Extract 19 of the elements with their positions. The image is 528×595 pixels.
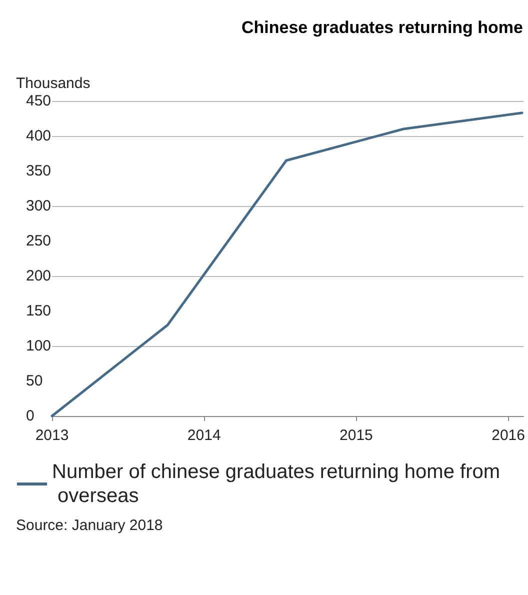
- line-series: [50, 112, 524, 418]
- y-tick-label: 300: [26, 198, 52, 214]
- x-tick-label: 2016: [492, 427, 526, 444]
- y-tick-label: 150: [26, 302, 52, 320]
- y-tick-label: 200: [26, 268, 52, 284]
- y-axis-title: Thousands: [16, 75, 90, 92]
- y-tick-label: 50: [26, 372, 43, 390]
- y-tick-label: 400: [26, 128, 52, 144]
- x-tick-label: 2015: [340, 427, 373, 444]
- y-tick-label: 450: [26, 92, 52, 110]
- y-tick-label: 0: [26, 408, 34, 424]
- source-note: Source: January 2018: [16, 517, 163, 534]
- legend-label: Number of chinese graduates returning home from overseas: [52, 461, 500, 507]
- y-tick-label: 100: [26, 338, 52, 354]
- y-tick-label: 350: [26, 162, 52, 180]
- x-tick-label: 2013: [35, 427, 69, 444]
- x-tick-label: 2014: [187, 427, 221, 444]
- y-tick-label: 250: [26, 232, 52, 250]
- chart-title: Chinese graduates returning home: [242, 18, 524, 37]
